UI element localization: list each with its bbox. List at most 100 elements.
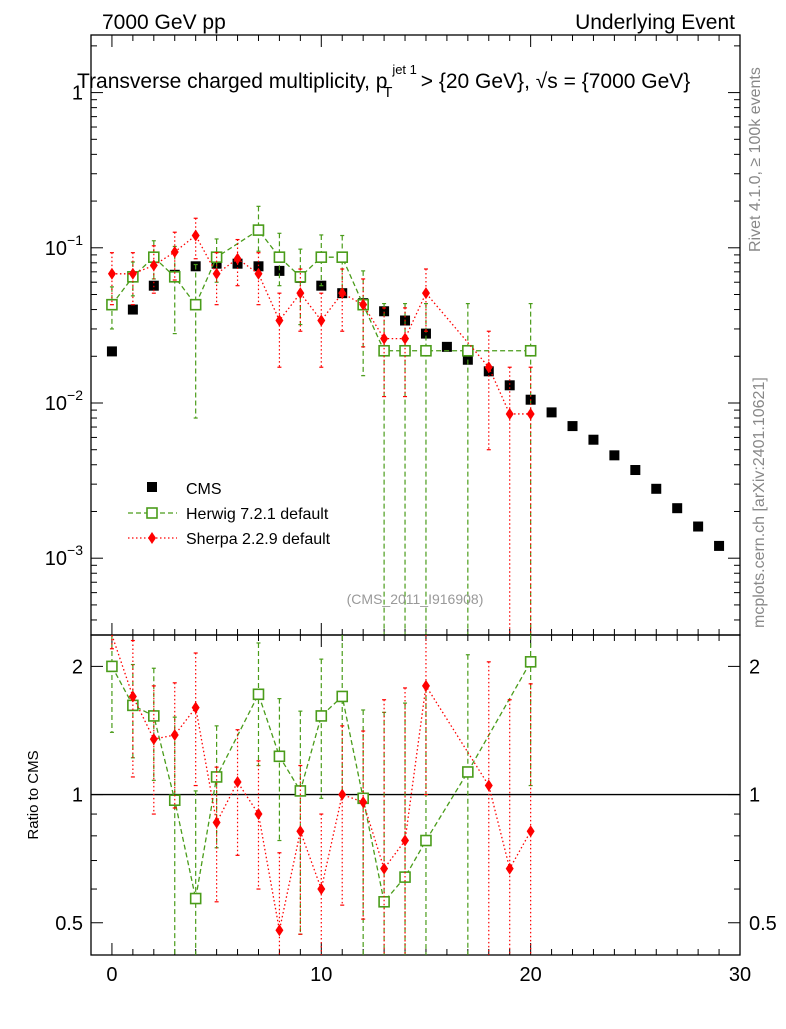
ratio-sherpa-point	[233, 776, 242, 789]
ratio-y-tick-label: 0.5	[55, 913, 83, 935]
legend-sherpa-label: Sherpa 2.2.9 default	[186, 531, 331, 548]
ratio-herwig-point	[420, 834, 432, 847]
analysis-id: (CMS_2011_I916908)	[347, 591, 484, 607]
ratio-sherpa-point	[296, 825, 305, 838]
main-sherpa-point	[296, 287, 305, 300]
ratio-y-axis-label: Ratio to CMS	[25, 750, 42, 839]
main-cms-point	[253, 261, 264, 272]
main-y-tick-exp: −1	[67, 232, 83, 248]
main-y-tick-base: 10	[45, 393, 67, 415]
ratio-sherpa-point	[526, 825, 535, 838]
main-y-tick-label: 10−1	[45, 232, 83, 260]
legend-herwig: Herwig 7.2.1 default	[128, 506, 329, 523]
ratio-y-tick-label-right: 1	[749, 785, 760, 807]
ratio-sherpa-point	[212, 816, 221, 829]
main-sherpa-point	[233, 252, 242, 265]
ratio-sherpa-point	[338, 788, 347, 801]
main-sherpa-point	[317, 314, 326, 327]
main-cms-point	[106, 346, 117, 357]
main-sherpa-point	[191, 229, 200, 242]
main-cms-point	[609, 450, 620, 461]
main-herwig-point	[252, 224, 265, 236]
main-y-tick-exp: −2	[67, 387, 83, 403]
main-cms-point	[693, 521, 704, 532]
main-herwig-point	[189, 298, 202, 311]
main-herwig-point	[378, 344, 390, 357]
main-series	[106, 205, 725, 635]
legend-cms-label: CMS	[186, 481, 222, 498]
ratio-sherpa-point	[421, 679, 430, 692]
ratio-y-tick-label-right: 0.5	[749, 913, 777, 935]
legend-cms: CMS	[147, 481, 222, 498]
main-axis-ticks: 110−110−210−3	[45, 35, 741, 635]
legend-herwig-label: Herwig 7.2.1 default	[186, 506, 329, 523]
main-sherpa-point	[421, 287, 430, 300]
ratio-herwig-point	[336, 690, 349, 703]
main-sherpa-point	[484, 361, 493, 374]
legend: CMS Herwig 7.2.1 default Sherpa 2.2.9 de…	[128, 481, 331, 548]
ratio-sherpa-point	[191, 701, 200, 714]
main-cms-point	[630, 465, 641, 476]
mcplots-label: mcplots.cern.ch [arXiv:2401.10621]	[751, 377, 768, 628]
ratio-plot-panel: 0.5 0.51 12 20 10 20 30 Ratio to CMS	[25, 634, 777, 986]
main-herwig-point	[399, 344, 411, 357]
main-y-tick-label: 10−3	[45, 542, 83, 570]
ratio-y-tick-label: 2	[72, 656, 83, 678]
main-sherpa-point	[275, 314, 284, 327]
ratio-sherpa-point	[484, 779, 493, 792]
legend-herwig-marker	[146, 507, 158, 519]
ratio-sherpa-point	[170, 729, 179, 742]
ratio-herwig-point	[315, 710, 328, 722]
main-herwig-point	[524, 344, 537, 357]
main-sherpa-point	[526, 407, 535, 420]
main-herwig-point	[273, 251, 286, 263]
main-plot-panel: 110−110−210−3 (CMS_2011_I916908)	[45, 34, 741, 636]
rivet-label: Rivet 4.1.0, ≥ 100k events	[747, 67, 764, 252]
x-tick-label: 30	[729, 964, 751, 986]
ratio-series	[106, 634, 537, 955]
main-cms-point	[379, 306, 390, 317]
ratio-sherpa-point	[317, 883, 326, 896]
plot-title-main: Transverse charged multiplicity, p	[77, 70, 387, 93]
plot-title-end: = {7000 GeV}	[564, 70, 691, 93]
main-sherpa-point	[149, 259, 158, 272]
ratio-y-tick-label-right: 2	[749, 656, 760, 678]
main-sherpa-point	[359, 298, 368, 311]
main-sherpa-point	[170, 245, 179, 258]
ratio-axis-ticks: 0.5 0.51 12 20 10 20 30	[55, 635, 777, 986]
plot-title-sqrt: √s	[536, 70, 558, 93]
legend-cms-marker	[147, 482, 157, 492]
ratio-sherpa-point	[505, 862, 514, 875]
x-tick-label: 0	[106, 964, 117, 986]
ratio-herwig-point	[378, 895, 390, 908]
ratio-sherpa-point	[359, 796, 368, 809]
main-y-tick-base: 10	[45, 548, 67, 570]
main-sherpa-point	[401, 332, 410, 345]
main-cms-point	[274, 265, 285, 276]
main-herwig-point	[462, 344, 474, 357]
main-cms-point	[441, 341, 452, 352]
main-cms-point	[672, 503, 683, 514]
ratio-herwig-point	[524, 656, 537, 668]
main-cms-point	[546, 407, 557, 418]
x-tick-label: 10	[310, 964, 332, 986]
plot-title-rest: > {20 GeV},	[421, 70, 536, 93]
ratio-sherpa-point	[401, 834, 410, 847]
main-sherpa-point	[254, 267, 263, 280]
main-y-tick-base: 10	[45, 238, 67, 260]
main-sherpa-point	[505, 407, 514, 420]
ratio-sherpa-point	[128, 690, 137, 703]
plot-title-sup: jet 1	[391, 62, 417, 77]
plot-title: Transverse charged multiplicity, p T jet…	[77, 56, 690, 102]
main-cms-point	[714, 540, 725, 551]
main-cms-point	[567, 421, 578, 432]
ratio-sherpa-point	[275, 924, 284, 937]
main-sherpa-point	[128, 267, 137, 280]
legend-sherpa-marker	[148, 532, 156, 544]
main-sherpa-point	[338, 287, 347, 300]
main-cms-point	[420, 328, 431, 339]
main-cms-point	[504, 380, 515, 391]
main-herwig-point	[336, 251, 349, 263]
ratio-herwig-point	[148, 710, 160, 722]
main-cms-point	[148, 280, 159, 291]
